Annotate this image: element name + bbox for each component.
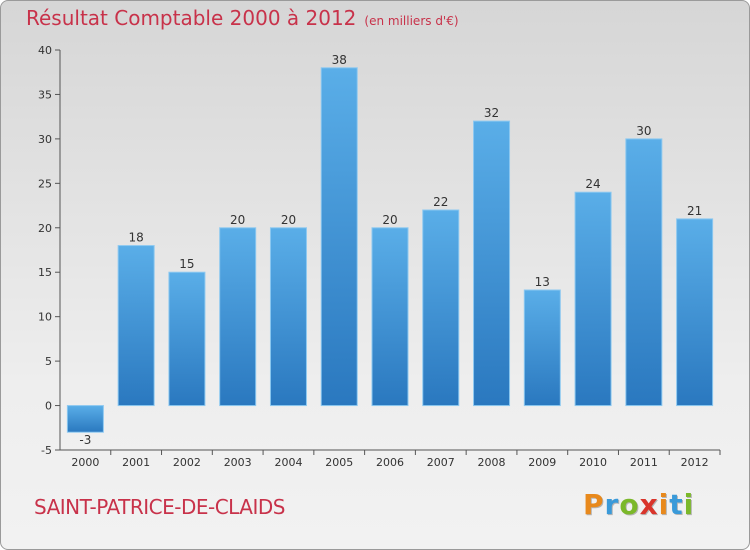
y-tick-label: 30 xyxy=(38,133,52,146)
data-label-2005: 38 xyxy=(332,53,347,67)
y-tick-label: 35 xyxy=(38,88,52,101)
bar-2005 xyxy=(320,67,358,407)
proxiti-logo: Proxiti xyxy=(583,488,694,521)
y-tick-label: 5 xyxy=(45,355,52,368)
data-label-2012: 21 xyxy=(687,204,702,218)
bar-2010 xyxy=(574,191,612,407)
bar-2004 xyxy=(269,227,307,407)
bar-2000 xyxy=(66,405,104,433)
bar-2002 xyxy=(168,271,206,407)
city-name: SAINT-PATRICE-DE-CLAIDS xyxy=(34,495,285,519)
data-label-2006: 20 xyxy=(382,213,397,227)
y-tick-label: 20 xyxy=(38,222,52,235)
x-tick-label: 2000 xyxy=(71,456,99,469)
x-tick-label: 2008 xyxy=(478,456,506,469)
data-labels-group: -3 18 15 20 20 38 20 22 32 13 24 30 21 xyxy=(79,53,702,447)
data-label-2011: 30 xyxy=(636,124,651,138)
x-tick-label: 2007 xyxy=(427,456,455,469)
data-label-2004: 20 xyxy=(281,213,296,227)
logo-letter: x xyxy=(639,488,659,521)
bar-2009 xyxy=(523,289,561,407)
data-label-2008: 32 xyxy=(484,106,499,120)
x-tick-label: 2012 xyxy=(681,456,709,469)
y-tick-label: 0 xyxy=(45,400,52,413)
data-label-2001: 18 xyxy=(129,231,144,245)
bar-2006 xyxy=(371,227,409,407)
chart-subtitle: (en milliers d'€) xyxy=(364,14,459,28)
bar-2007 xyxy=(422,209,460,407)
data-label-2003: 20 xyxy=(230,213,245,227)
x-tick-label: 2005 xyxy=(325,456,353,469)
chart-title-text: Résultat Comptable 2000 à 2012 xyxy=(26,6,357,30)
x-tick-label: 2009 xyxy=(528,456,556,469)
data-label-2009: 13 xyxy=(535,275,550,289)
logo-letter: o xyxy=(619,488,640,521)
x-tick-label: 2006 xyxy=(376,456,404,469)
x-tick-label: 2011 xyxy=(630,456,658,469)
data-label-2010: 24 xyxy=(585,177,600,191)
x-tick-label: 2004 xyxy=(274,456,302,469)
logo-letter: i xyxy=(683,488,695,521)
y-tick-label: 25 xyxy=(38,177,52,190)
data-label-2007: 22 xyxy=(433,195,448,209)
y-tick-label: -5 xyxy=(41,444,52,457)
y-tick-label: 40 xyxy=(38,44,52,57)
y-tick-label: 10 xyxy=(38,311,52,324)
axes-group: -5 0 5 10 15 20 25 30 35 40 2000 2001 2002 2003 2004 20… xyxy=(38,44,721,469)
y-tick-label: 15 xyxy=(38,266,52,279)
chart-title: Résultat Comptable 2000 à 2012 (en millie… xyxy=(26,6,459,30)
bars-group xyxy=(66,67,714,433)
x-tick-label: 2010 xyxy=(579,456,607,469)
x-tick-label: 2001 xyxy=(122,456,150,469)
x-tick-label: 2003 xyxy=(224,456,252,469)
logo-letter: i xyxy=(658,488,670,521)
bar-2001 xyxy=(117,245,155,407)
bar-2003 xyxy=(219,227,257,407)
data-label-2000: -3 xyxy=(79,433,91,447)
x-tick-label: 2002 xyxy=(173,456,201,469)
bar-2008 xyxy=(473,120,511,407)
logo-letter: r xyxy=(604,488,620,521)
bar-2011 xyxy=(625,138,663,407)
bar-2012 xyxy=(676,218,714,407)
logo-letter: P xyxy=(583,488,605,521)
data-label-2002: 15 xyxy=(179,257,194,271)
logo-letter: t xyxy=(669,488,684,521)
